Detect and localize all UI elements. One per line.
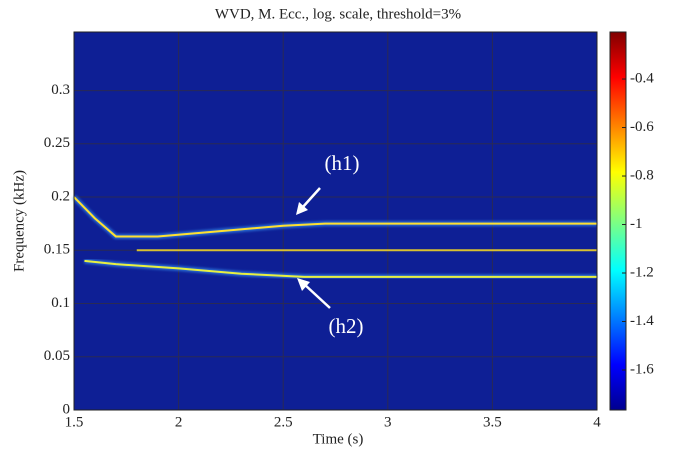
- y-axis-label: Frequency (kHz): [11, 170, 27, 272]
- heatmap-background: [74, 32, 597, 410]
- colorbar-tick-label: -0.4: [630, 70, 654, 86]
- y-tick-label: 0.3: [51, 82, 70, 98]
- arrows: [296, 187, 331, 309]
- annotation: (h1): [325, 151, 360, 175]
- ridge: [84, 259, 597, 278]
- colorbar-tick-label: -1: [630, 216, 643, 232]
- x-tick-label: 2.5: [274, 414, 293, 430]
- y-tick-label: 0: [63, 401, 71, 417]
- colorbar-tick-label: -1.4: [630, 313, 654, 329]
- ridge: [73, 196, 597, 238]
- x-tick-label: 3: [384, 414, 392, 430]
- x-tick-label: 2: [175, 414, 183, 430]
- colorbar: [609, 31, 627, 411]
- chart-title: WVD, M. Ecc., log. scale, threshold=3%: [215, 6, 461, 22]
- colorbar-tick-label: -0.6: [630, 119, 654, 135]
- y-tick-label: 0.05: [44, 348, 70, 364]
- annotation: (h2): [329, 314, 364, 338]
- x-tick-label: 4: [593, 414, 601, 430]
- colorbar-tick-label: -0.8: [630, 167, 654, 183]
- colorbar-tick-label: -1.6: [630, 361, 654, 377]
- x-axis-label: Time (s): [313, 431, 364, 447]
- plot-frame: [73, 31, 598, 411]
- x-tick-label: 3.5: [483, 414, 502, 430]
- y-tick-label: 0.2: [51, 188, 70, 204]
- x-tick-label: 1.5: [65, 414, 84, 430]
- colorbar-tick-label: -1.2: [630, 264, 654, 280]
- y-tick-label: 0.25: [44, 135, 70, 151]
- y-tick-label: 0.15: [44, 242, 70, 258]
- y-tick-label: 0.1: [51, 295, 70, 311]
